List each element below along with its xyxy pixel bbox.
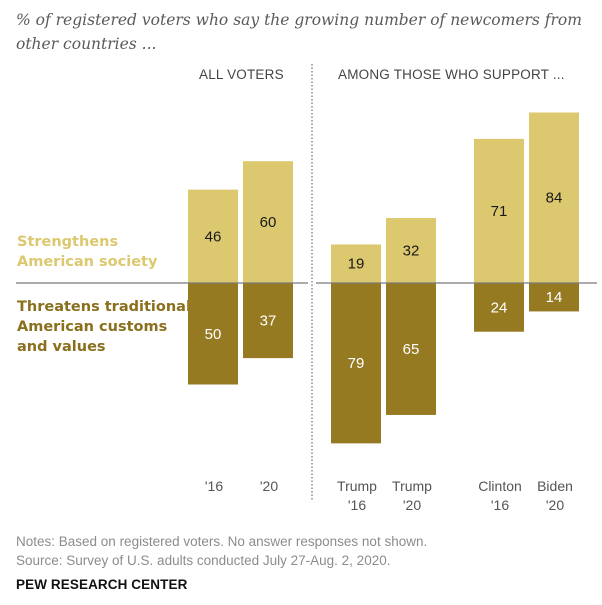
group-header-all-voters: ALL VOTERS bbox=[199, 67, 284, 82]
group-header-supporters: AMONG THOSE WHO SUPPORT ... bbox=[338, 67, 565, 82]
value-label-strengthens: 32 bbox=[403, 243, 420, 260]
bar-threatens bbox=[386, 283, 436, 415]
category-label-line2: '16 bbox=[491, 497, 509, 513]
legend-threatens-line1: Threatens traditional bbox=[17, 299, 191, 315]
value-label-strengthens: 19 bbox=[348, 256, 365, 273]
bar-threatens bbox=[188, 283, 238, 385]
legend-strengthens-line2: American society bbox=[17, 254, 158, 270]
bar-strengthens bbox=[188, 189, 238, 283]
chart-subtitle: % of registered voters who say the growi… bbox=[16, 11, 582, 53]
bar-strengthens bbox=[529, 112, 579, 283]
legend-strengthens: Strengthens American society bbox=[17, 232, 157, 272]
category-label-line2: '20 bbox=[403, 497, 421, 513]
bar-strengthens bbox=[386, 218, 436, 283]
bar-threatens bbox=[474, 283, 524, 332]
value-label-threatens: 79 bbox=[348, 355, 365, 372]
category-label: Trump bbox=[337, 478, 377, 494]
category-label-line2: '16 bbox=[348, 497, 366, 513]
value-label-threatens: 37 bbox=[260, 313, 277, 330]
bar-strengthens bbox=[331, 244, 381, 283]
value-label-threatens: 14 bbox=[546, 289, 563, 306]
bar-strengthens bbox=[474, 138, 524, 283]
brand-logo-text: PEW RESEARCH CENTER bbox=[16, 577, 188, 592]
category-label: Clinton bbox=[478, 478, 522, 494]
bar-threatens bbox=[529, 283, 579, 312]
value-label-strengthens: 46 bbox=[205, 228, 222, 245]
value-label-threatens: 65 bbox=[403, 341, 420, 358]
value-label-strengthens: 60 bbox=[260, 214, 277, 231]
category-label-line2: '20 bbox=[546, 497, 564, 513]
category-label: Biden bbox=[537, 478, 573, 494]
bar-threatens bbox=[243, 283, 293, 359]
category-label: Trump bbox=[392, 478, 432, 494]
bar-strengthens bbox=[243, 161, 293, 283]
legend-threatens-line2: American customs bbox=[17, 319, 168, 335]
legend-threatens-line3: and values bbox=[17, 339, 106, 355]
category-label: '16 bbox=[205, 478, 223, 494]
value-label-threatens: 50 bbox=[205, 326, 222, 343]
legend-threatens: Threatens traditional American customs a… bbox=[17, 297, 191, 357]
legend-strengthens-line1: Strengthens bbox=[17, 234, 119, 250]
value-label-threatens: 24 bbox=[491, 299, 508, 316]
value-label-strengthens: 71 bbox=[491, 203, 508, 220]
bar-threatens bbox=[331, 283, 381, 444]
notes-line: Notes: Based on registered voters. No an… bbox=[16, 534, 428, 549]
source-line: Source: Survey of U.S. adults conducted … bbox=[16, 553, 391, 568]
category-label: '20 bbox=[260, 478, 278, 494]
value-label-strengthens: 84 bbox=[546, 190, 563, 207]
